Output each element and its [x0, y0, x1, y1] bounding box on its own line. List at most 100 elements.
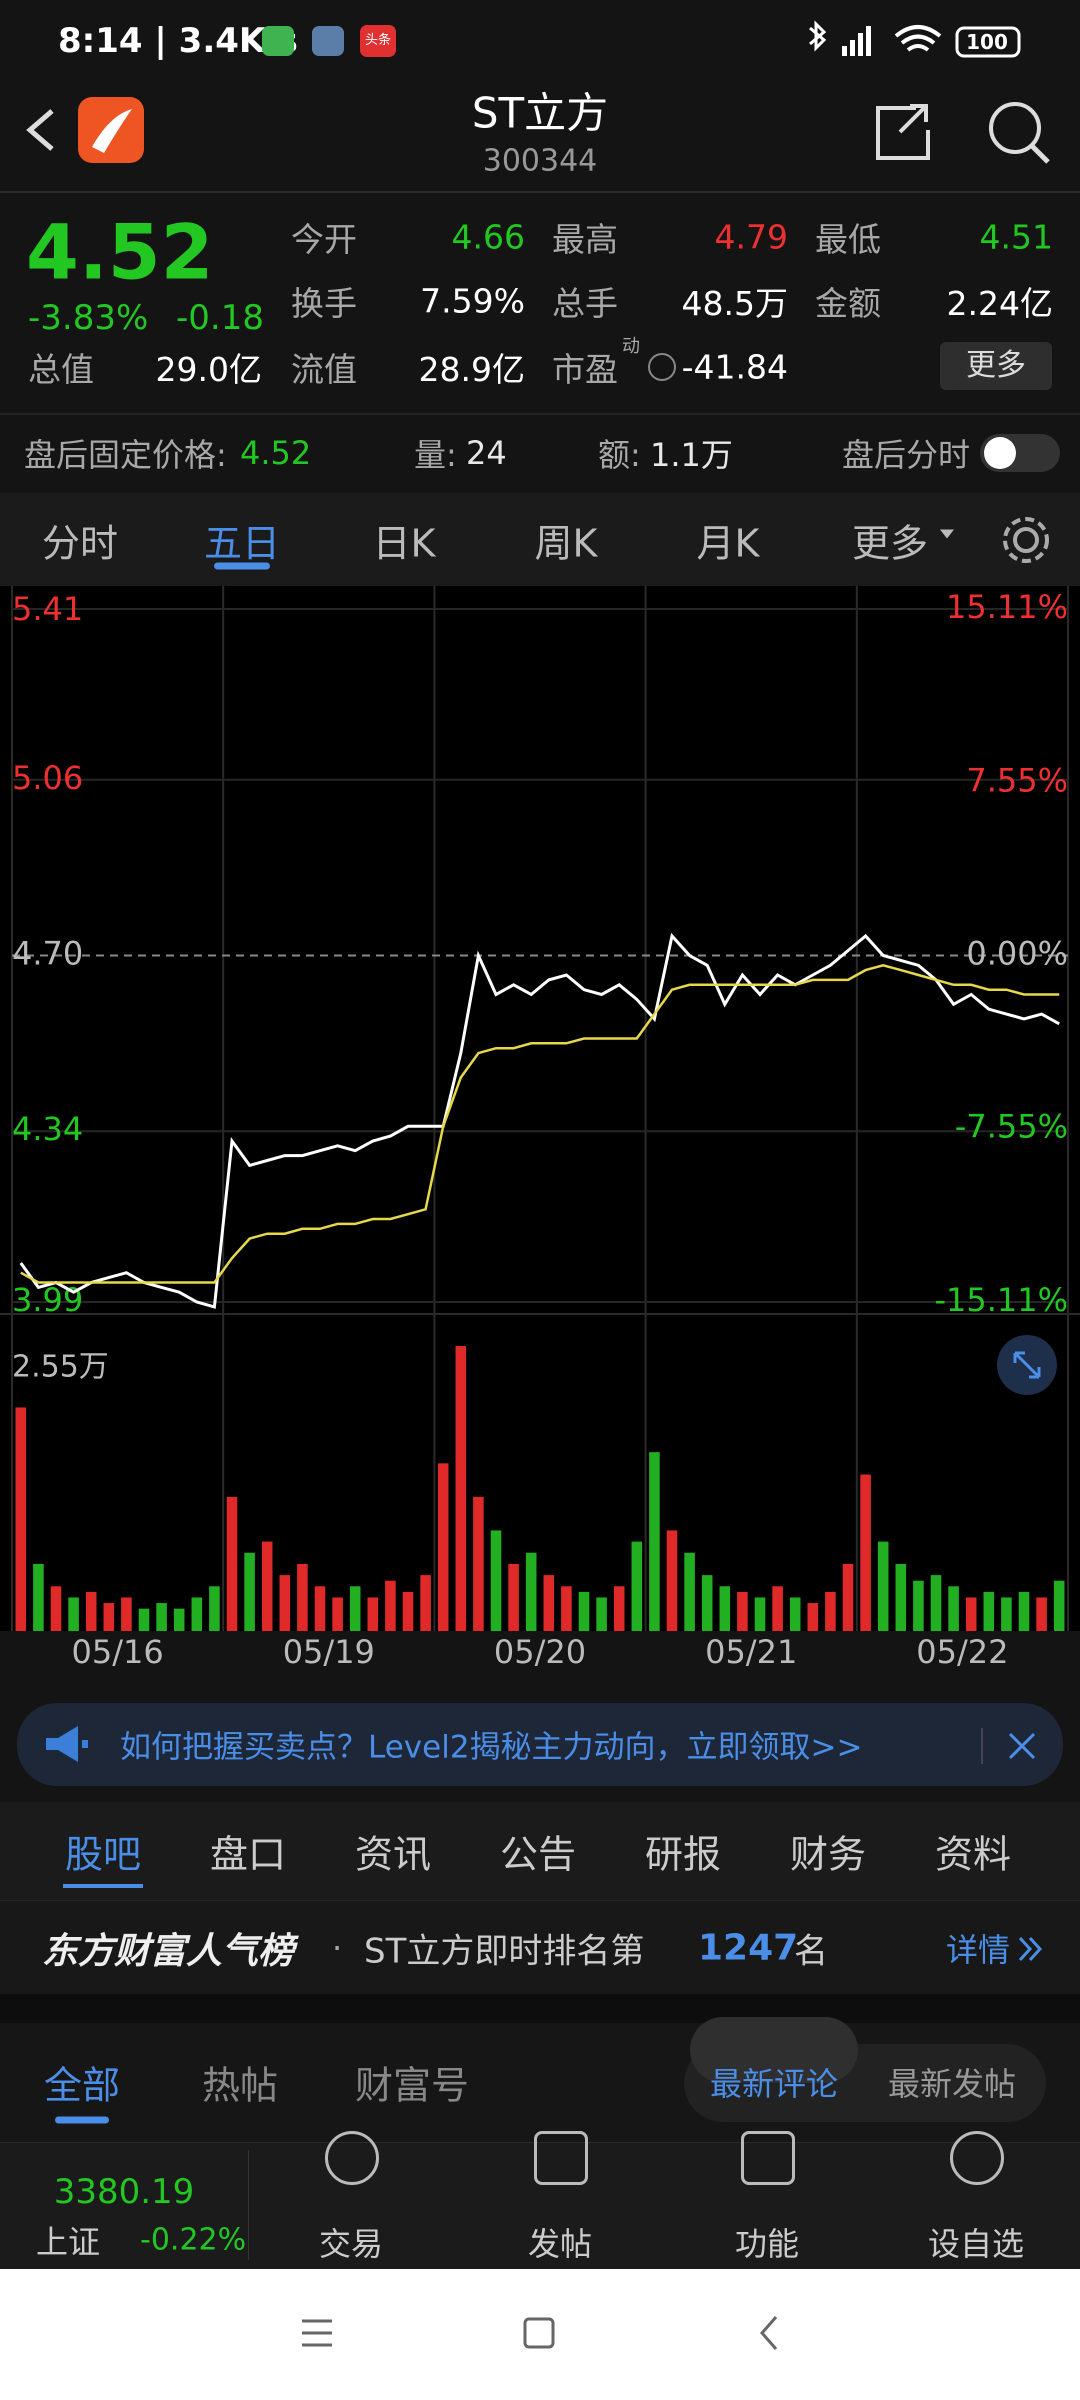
y2-tick-label: -15.11%	[934, 1281, 1068, 1319]
after-hours-toggle[interactable]	[980, 434, 1060, 472]
period-tab[interactable]: 周K	[534, 521, 598, 566]
nav-icon[interactable]	[534, 2131, 588, 2185]
stat-label-sup: 动	[622, 336, 640, 357]
volume-bar	[649, 1452, 660, 1631]
nav-label[interactable]: 发帖	[527, 2225, 593, 2263]
back-button[interactable]	[26, 109, 54, 151]
volume-bar	[772, 1586, 783, 1631]
status-time: 8:14 | 3.4K/s	[58, 21, 298, 61]
system-nav	[0, 2269, 1080, 2400]
dropdown-caret	[940, 529, 954, 539]
volume-bar	[508, 1563, 519, 1631]
volume-bar	[737, 1591, 748, 1631]
nav-label[interactable]: 功能	[734, 2225, 800, 2263]
search-button[interactable]	[989, 102, 1041, 154]
header-actions	[876, 102, 1050, 164]
stock-code: 300344	[482, 143, 598, 179]
price-line	[19, 932, 1060, 1309]
sub-tab[interactable]: 公告	[499, 1832, 577, 1877]
volume-bar	[33, 1563, 44, 1631]
more-button[interactable]: 更多	[940, 342, 1052, 390]
tab-indicator	[214, 562, 270, 570]
stat-label: 金额	[815, 284, 881, 323]
y-tick-label: 3.99	[12, 1281, 83, 1319]
volume-bar	[913, 1580, 924, 1631]
volume-bar	[68, 1597, 79, 1631]
nav-icon[interactable]	[950, 2131, 1004, 2185]
index-name: 上证	[36, 2223, 101, 2261]
volume-bar	[297, 1563, 308, 1631]
banner-close[interactable]	[980, 1726, 1050, 1766]
period-tab[interactable]: 日K	[372, 521, 436, 566]
stat-label: 最高	[552, 220, 618, 259]
change-amount: -0.18	[176, 298, 264, 338]
period-tab[interactable]: 五日	[203, 521, 281, 566]
stat-value: 2.24亿	[946, 284, 1053, 323]
promo-banner[interactable]	[17, 1703, 1063, 1786]
average-line	[20, 964, 1060, 1284]
sub-tab[interactable]: 股吧	[64, 1832, 142, 1877]
index-value: 3380.19	[53, 2172, 195, 2212]
after-hours-volume-label: 量:	[414, 436, 457, 474]
stat-value: 4.66	[451, 217, 525, 257]
sub-tab[interactable]: 盘口	[209, 1832, 287, 1877]
bottom-nav	[0, 2142, 1080, 2270]
period-tab[interactable]: 分时	[41, 521, 119, 566]
volume-bar	[15, 1407, 27, 1631]
y-tick-label: 4.70	[12, 935, 83, 973]
stat-value: -41.84	[681, 347, 788, 387]
volume-bar	[684, 1552, 695, 1631]
sub-tab[interactable]: 财务	[789, 1832, 867, 1877]
stat-value: 48.5万	[681, 284, 788, 323]
nav-icon[interactable]	[325, 2131, 379, 2185]
volume-bar	[578, 1591, 590, 1631]
stat-value: 7.59%	[420, 281, 525, 321]
volume-bar	[420, 1575, 431, 1631]
stat-icon	[648, 353, 676, 381]
detail-arrow	[1018, 1936, 1043, 1962]
volume-bar	[930, 1575, 942, 1631]
after-hours-toggle-label: 盘后分时	[842, 436, 971, 474]
period-tab[interactable]: 更多	[851, 521, 929, 566]
volume-bar	[561, 1586, 572, 1631]
stat-label: 换手	[291, 284, 357, 323]
ranking-row[interactable]	[0, 1900, 1080, 1995]
change-pct: -3.83%	[28, 298, 149, 338]
nav-label[interactable]: 交易	[318, 2225, 384, 2263]
volume-bar	[367, 1597, 379, 1631]
volume-bar	[1036, 1597, 1047, 1631]
filter-tab[interactable]: 全部	[43, 2063, 121, 2108]
period-tab[interactable]: 月K	[696, 521, 760, 566]
volume-bar	[1001, 1597, 1012, 1631]
nav-icon[interactable]	[741, 2131, 795, 2185]
volume-bar	[173, 1608, 185, 1631]
axis-background	[0, 1631, 1080, 1686]
stat-value: 28.9亿	[418, 350, 525, 389]
sort-option[interactable]: 最新评论	[709, 2065, 839, 2103]
after-hours-volume: 24	[466, 434, 507, 472]
y2-tick-label: 7.55%	[966, 761, 1068, 799]
volume-bar	[1018, 1591, 1030, 1631]
settings-button[interactable]	[998, 512, 1054, 568]
filter-tab[interactable]: 热帖	[201, 2063, 279, 2108]
share-button[interactable]	[876, 104, 930, 160]
divider	[0, 191, 1080, 193]
filter-tab[interactable]: 财富号	[354, 2063, 470, 2108]
volume-bar	[719, 1586, 731, 1631]
nav-label[interactable]: 设自选	[927, 2225, 1025, 2263]
stat-label: 总值	[28, 350, 94, 389]
sort-option[interactable]: 最新发帖	[887, 2065, 1017, 2103]
sub-tab[interactable]: 资讯	[354, 1832, 432, 1877]
volume-bar	[596, 1597, 607, 1631]
sub-tab[interactable]: 资料	[934, 1832, 1012, 1877]
volume-bar	[314, 1586, 326, 1631]
ranking-detail[interactable]: 详情	[946, 1931, 1011, 1969]
volume-bar	[631, 1541, 643, 1631]
stat-label: 总手	[552, 284, 618, 323]
after-hours-amount: 1.1万	[650, 436, 733, 474]
sub-tab[interactable]: 研报	[644, 1832, 722, 1877]
volume-bar	[226, 1496, 238, 1631]
header-icons	[26, 97, 144, 163]
sub-tab-indicator	[63, 1884, 143, 1888]
